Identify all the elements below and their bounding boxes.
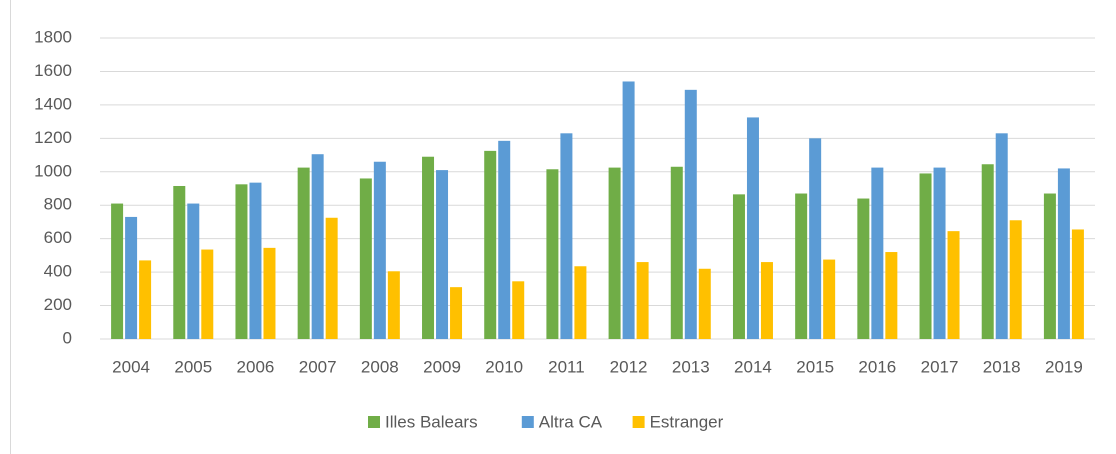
bar	[857, 198, 870, 339]
bar	[484, 150, 497, 339]
bar	[919, 173, 932, 339]
bar	[546, 169, 559, 339]
bar	[608, 167, 621, 339]
x-tick-label: 2012	[610, 357, 648, 376]
x-tick-label: 2006	[237, 357, 275, 376]
legend-label: Altra CA	[539, 412, 603, 431]
y-tick-label: 200	[44, 295, 72, 314]
x-tick-label: 2016	[858, 357, 896, 376]
bar	[235, 184, 248, 339]
y-tick-label: 800	[44, 195, 72, 214]
y-tick-label: 1800	[34, 27, 72, 46]
x-tick-label: 2005	[174, 357, 212, 376]
bar	[263, 247, 276, 339]
bar	[325, 217, 338, 339]
bar	[981, 164, 994, 339]
bar	[574, 266, 587, 339]
bar	[373, 161, 386, 339]
bar	[732, 194, 745, 339]
bar	[684, 89, 697, 339]
bar	[450, 287, 463, 339]
bar	[823, 259, 836, 339]
bar	[1057, 168, 1070, 339]
legend-swatch	[632, 416, 645, 428]
x-tick-label: 2015	[796, 357, 834, 376]
y-tick-label: 1000	[34, 161, 72, 180]
bar	[760, 262, 773, 339]
bar	[1071, 229, 1084, 339]
x-tick-label: 2008	[361, 357, 399, 376]
x-tick-label: 2011	[548, 357, 585, 376]
y-tick-label: 0	[63, 328, 72, 347]
bar	[933, 167, 946, 339]
x-tick-label: 2010	[485, 357, 523, 376]
x-tick-label: 2007	[299, 357, 337, 376]
bar	[498, 140, 511, 339]
x-tick-label: 2019	[1045, 357, 1083, 376]
y-tick-label: 600	[44, 228, 72, 247]
bar	[359, 178, 372, 339]
bar	[201, 249, 214, 339]
bar	[139, 260, 152, 339]
bar	[995, 133, 1008, 339]
bar	[746, 117, 759, 339]
bar	[885, 252, 898, 339]
bar	[311, 154, 324, 339]
bar	[698, 268, 711, 339]
bar	[422, 156, 435, 339]
bar	[111, 203, 124, 339]
bar	[871, 167, 884, 339]
bar	[809, 138, 822, 339]
bar	[670, 166, 683, 339]
bar	[125, 216, 138, 339]
bar	[636, 262, 649, 339]
x-tick-label: 2013	[672, 357, 710, 376]
bar	[387, 271, 400, 339]
x-tick-label: 2009	[423, 357, 461, 376]
legend-swatch	[368, 416, 380, 428]
bar	[795, 193, 808, 339]
bar	[187, 203, 200, 339]
legend-label: Illes Balears	[385, 412, 478, 431]
bar	[512, 281, 525, 339]
y-tick-label: 400	[44, 262, 72, 281]
x-tick-label: 2004	[112, 357, 150, 376]
bar	[1009, 220, 1022, 339]
bar	[560, 133, 573, 339]
bar	[1043, 193, 1056, 339]
legend-swatch	[521, 416, 534, 428]
x-tick-label: 2014	[734, 357, 772, 376]
bar	[173, 185, 186, 339]
bar	[249, 182, 262, 339]
y-tick-label: 1400	[34, 94, 72, 113]
bar	[297, 167, 310, 339]
bar	[622, 81, 635, 339]
chart-border	[10, 0, 11, 454]
y-tick-label: 1200	[34, 128, 72, 147]
bar	[947, 231, 960, 339]
bar	[436, 170, 449, 339]
y-tick-label: 1600	[34, 61, 72, 80]
legend-label: Estranger	[650, 412, 724, 431]
x-tick-label: 2018	[983, 357, 1021, 376]
x-tick-label: 2017	[921, 357, 959, 376]
